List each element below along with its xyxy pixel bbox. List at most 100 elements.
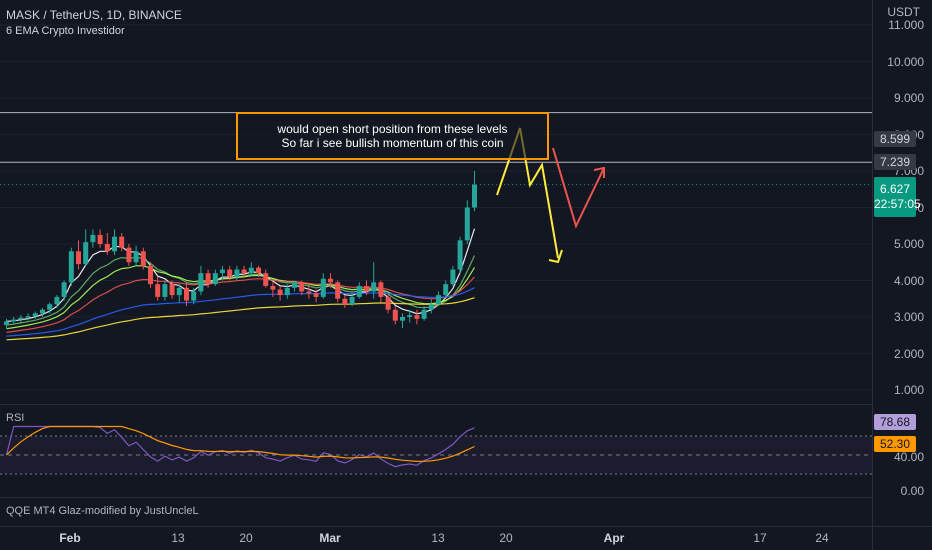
ema-line bbox=[6, 276, 475, 333]
candle-body bbox=[436, 295, 441, 305]
price-tick-label: 3.000 bbox=[893, 310, 924, 324]
candle-body bbox=[328, 278, 333, 283]
candle-body bbox=[400, 317, 405, 321]
candle-body bbox=[407, 315, 413, 317]
candle-body bbox=[133, 251, 139, 263]
candle-body bbox=[284, 287, 290, 296]
candle-body bbox=[320, 278, 326, 297]
candle-body bbox=[162, 284, 168, 297]
candle-body bbox=[155, 284, 161, 297]
candle-body bbox=[234, 269, 240, 277]
candle-body bbox=[112, 236, 117, 252]
candle-body bbox=[277, 289, 283, 296]
time-tick-label: 20 bbox=[499, 531, 513, 545]
ema-line bbox=[6, 297, 475, 341]
candle-body bbox=[248, 267, 254, 274]
candle-body bbox=[212, 273, 218, 285]
level-tag-mid: 7.239 bbox=[874, 154, 916, 170]
rsi-tick-0: 0.00 bbox=[900, 484, 924, 498]
annotation-box[interactable]: would open short position from these lev… bbox=[236, 112, 549, 160]
ema-line bbox=[6, 228, 476, 322]
level-tag-high: 8.599 bbox=[874, 131, 916, 147]
candle-body bbox=[342, 298, 348, 305]
candle-body bbox=[464, 207, 470, 241]
main-pane-grid bbox=[0, 24, 872, 391]
candle-body bbox=[32, 313, 38, 317]
candle-body bbox=[421, 309, 427, 319]
candle-body bbox=[313, 293, 319, 297]
candle-body bbox=[349, 296, 355, 305]
candle-body bbox=[306, 291, 312, 294]
rsi-signal-tag: 52.30 bbox=[874, 436, 916, 452]
candle-body bbox=[126, 247, 132, 263]
time-tick-label: 17 bbox=[753, 531, 767, 545]
annotation-line-2: So far i see bullish momentum of this co… bbox=[281, 136, 504, 150]
price-tick-label: 1.000 bbox=[893, 383, 924, 397]
candle-body bbox=[428, 304, 434, 310]
candle-body bbox=[76, 251, 81, 265]
candle-body bbox=[25, 316, 31, 318]
time-axis-divider bbox=[0, 526, 932, 527]
candle-body bbox=[184, 287, 189, 301]
candle-body bbox=[104, 244, 110, 252]
qqe-label[interactable]: QQE MT4 Glaz-modified by JustUncleL bbox=[6, 505, 199, 517]
candle-body bbox=[299, 282, 305, 292]
candle-body bbox=[385, 296, 391, 310]
price-tick-label: 11.000 bbox=[888, 18, 924, 32]
candle-body bbox=[191, 291, 197, 301]
candle-body bbox=[47, 304, 53, 310]
projection-arrowhead-up bbox=[593, 166, 605, 178]
rsi-label[interactable]: RSI bbox=[6, 412, 25, 424]
time-tick-label: Mar bbox=[319, 531, 341, 545]
candle-body bbox=[61, 282, 67, 297]
indicator-legend[interactable]: 6 EMA Crypto Investidor bbox=[6, 25, 125, 37]
candle-body bbox=[443, 284, 449, 296]
candle-body bbox=[292, 282, 297, 288]
projection-arrowhead-down bbox=[548, 249, 563, 264]
price-tick-label: 4.000 bbox=[893, 273, 924, 288]
time-tick-label: 20 bbox=[239, 531, 253, 545]
ema-line bbox=[6, 255, 476, 326]
candle-body bbox=[364, 285, 369, 292]
candle-body bbox=[335, 282, 341, 299]
candle-body bbox=[450, 269, 456, 285]
candles bbox=[4, 171, 477, 328]
candle-body bbox=[119, 236, 125, 248]
rsi-pane bbox=[0, 425, 872, 475]
time-tick-label: Apr bbox=[603, 531, 625, 545]
ema-line bbox=[6, 265, 476, 330]
candle-body bbox=[414, 315, 420, 319]
candle-body bbox=[227, 269, 233, 277]
time-tick-label: 13 bbox=[171, 531, 185, 545]
candle-body bbox=[140, 251, 146, 266]
candle-body bbox=[371, 282, 377, 292]
ema-lines bbox=[6, 228, 476, 341]
time-tick-label: 13 bbox=[431, 531, 445, 545]
candle-body bbox=[256, 267, 261, 274]
ema-line bbox=[6, 287, 475, 337]
candle-body bbox=[40, 309, 45, 314]
candle-body bbox=[83, 242, 89, 265]
candle-body bbox=[392, 309, 398, 321]
candle-body bbox=[54, 296, 60, 305]
candle-body bbox=[176, 287, 182, 296]
symbol-title[interactable]: MASK / TetherUS, 1D, BINANCE bbox=[6, 8, 182, 22]
rsi-value-tag: 78.68 bbox=[874, 414, 916, 430]
candle-body bbox=[205, 273, 211, 285]
rsi-signal-line bbox=[6, 425, 475, 463]
candle-body bbox=[11, 319, 17, 322]
candle-body bbox=[97, 234, 103, 244]
candle-body bbox=[356, 285, 362, 297]
price-tick-label: 5.000 bbox=[893, 237, 924, 251]
last-price-value: 6.627 bbox=[879, 182, 911, 196]
pane-divider-rsi[interactable] bbox=[0, 404, 872, 405]
pane-divider-qqe[interactable] bbox=[0, 497, 872, 498]
candle-body bbox=[90, 234, 96, 243]
time-tick-label: Feb bbox=[59, 531, 81, 545]
time-tick-label: 24 bbox=[815, 531, 829, 545]
rsi-tick-40: 40.00 bbox=[893, 450, 924, 464]
candle-body bbox=[472, 184, 477, 208]
price-tick-label: 2.000 bbox=[893, 346, 924, 361]
last-price-tag: 6.627 22:57:05 bbox=[874, 177, 921, 217]
